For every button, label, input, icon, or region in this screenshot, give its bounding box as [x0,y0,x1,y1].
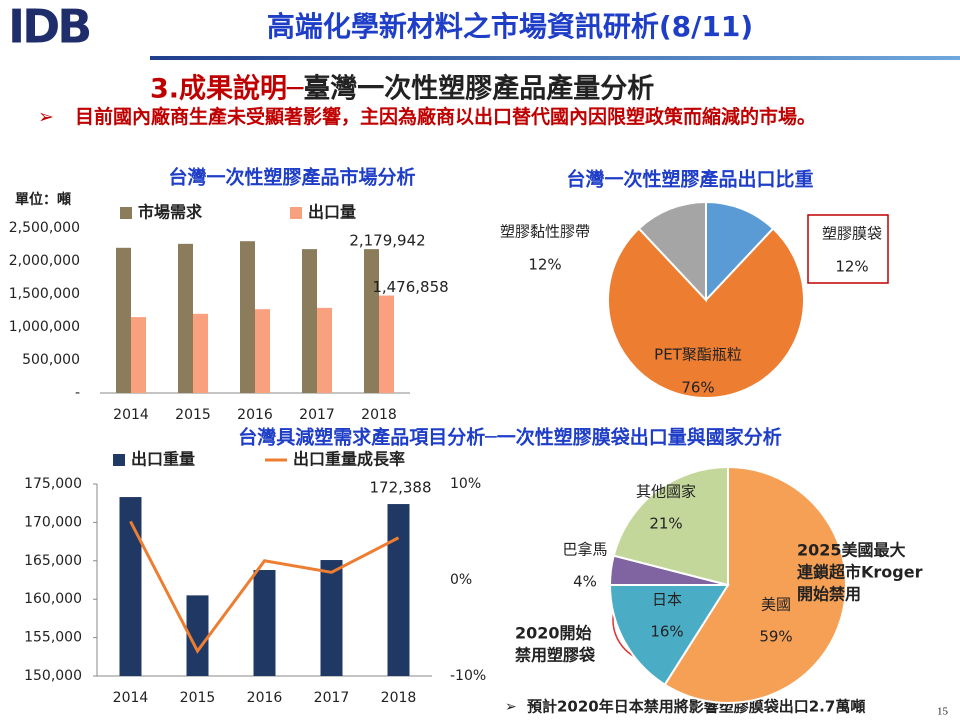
bar [178,243,193,393]
x-tick-label: 2018 [381,690,417,706]
y-tick-label: 165,000 [24,553,82,569]
x-tick-label: 2015 [175,407,211,423]
x-tick-label: 2016 [247,690,283,706]
legend-swatch [113,454,125,466]
bar [302,249,317,393]
section-title: 臺灣一次性塑膠產品產量分析 [303,73,654,105]
slice-label: 美國 [761,596,791,614]
pie-slice [663,465,847,704]
header-rule [150,56,960,60]
legend-label: 出口重量成長率 [293,450,405,469]
legend-label: 出口量 [308,203,356,222]
bar [255,309,270,393]
slice-label: 塑膠黏性膠帶 [500,223,590,241]
legend-swatch [120,207,132,219]
bar [253,570,276,676]
slice-value: 21% [649,515,682,533]
section-number: 3.成果說明─ [150,73,304,105]
y-tick-label: 170,000 [24,514,82,530]
y2-tick-label: -10% [450,668,486,684]
annotation: 2025美國最大 [797,541,906,560]
y2-tick-label: 10% [450,476,481,492]
x-tick-label: 2014 [113,690,149,706]
y-tick-label: 175,000 [24,476,82,492]
legend-label: 出口重量 [131,450,195,469]
line [129,520,400,654]
data-label: 1,476,858 [372,278,448,296]
annotation: 連鎖超市Kroger [797,563,923,582]
bar [116,247,131,393]
pie-slice [608,584,730,687]
pie-slice [612,465,729,587]
slice-label: PET聚酯瓶粒 [654,346,742,364]
slice-label: 日本 [652,591,682,609]
bullet-mark: ➢ [38,106,54,128]
bar [317,307,332,393]
slice-value: 59% [759,628,792,646]
bar [131,317,146,393]
bullet: 目前國內廠商生產未受顯著影響，主因為廠商以出口替代國內因限塑政策而縮減的市場。 [75,106,817,128]
x-tick-label: 2014 [113,407,149,423]
annotation: 開始禁用 [797,585,861,604]
x-tick-label: 2017 [314,690,350,706]
y2-tick-label: 0% [450,572,472,588]
logo: IDB [8,0,89,54]
slice-value: 12% [835,258,868,276]
x-tick-label: 2017 [299,407,335,423]
slice-value: 12% [528,256,561,274]
footnote-mark: ➢ [505,699,517,715]
highlight-box [807,214,889,284]
data-label: 2,179,942 [349,232,425,250]
slice-label: 巴拿馬 [562,541,607,559]
y-tick-label: - [75,385,80,401]
annotation: 2020開始 [515,624,592,643]
y-tick-label: 1,000,000 [9,319,80,335]
chart-title: 台灣一次性塑膠產品出口比重 [566,168,813,191]
y-tick-label: 2,500,000 [9,220,80,236]
unit-label: 單位：噸 [15,191,71,208]
y-tick-label: 150,000 [24,668,82,684]
slice-value: 4% [573,573,597,591]
y-tick-label: 1,500,000 [9,286,80,302]
bar [364,249,379,393]
x-tick-label: 2016 [237,407,273,423]
pie-slice [637,200,707,303]
legend-label: 市場需求 [138,203,203,222]
slice-value: 16% [650,623,683,641]
header-title: 高端化學新材料之市場資訊研析(8/11) [267,10,753,43]
bar [379,295,394,393]
page-number: 15 [937,706,949,718]
pie-slice [607,227,805,399]
y-tick-label: 155,000 [24,630,82,646]
y-tick-label: 160,000 [24,591,82,607]
chart-title: 台灣一次性塑膠產品市場分析 [168,166,415,189]
y-tick-label: 500,000 [22,352,80,368]
bar [186,595,209,676]
slice-value: 76% [681,379,714,397]
pie-slice [705,200,775,303]
footnote: 預計2020年日本禁用將影響塑膠膜袋出口2.7萬噸 [527,698,865,716]
y-tick-label: 2,000,000 [9,253,80,269]
bar [387,504,410,676]
bar [240,241,255,393]
annotation: 禁用塑膠袋 [515,646,596,665]
slice-label: 其他國家 [636,483,696,501]
bottom-heading: 台灣具減塑需求產品項目分析─一次性塑膠膜袋出口量與國家分析 [238,426,781,449]
bar [119,497,142,676]
x-tick-label: 2018 [361,407,397,423]
slice-label: 塑膠膜袋 [822,225,882,243]
legend-swatch [290,207,302,219]
data-label: 172,388 [369,479,431,497]
bar [193,313,208,393]
bar [320,560,343,676]
x-tick-label: 2015 [180,690,216,706]
